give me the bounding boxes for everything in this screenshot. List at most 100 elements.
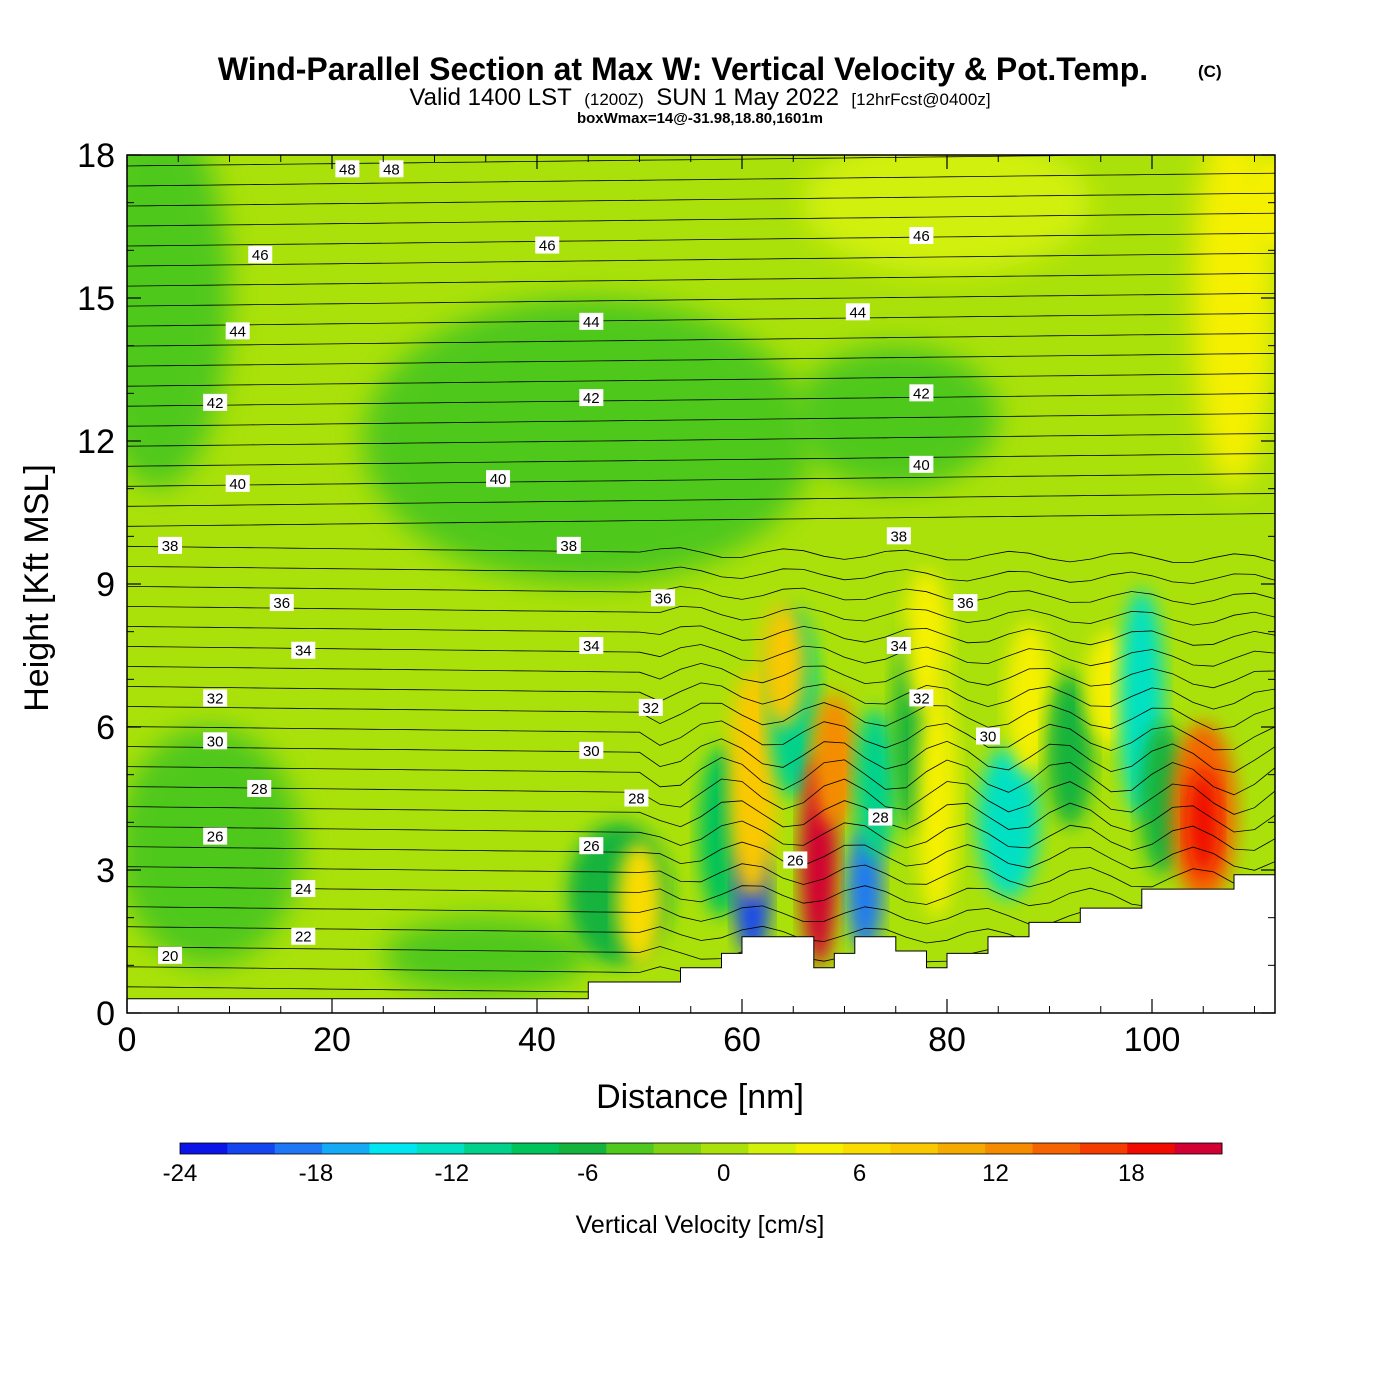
theta-label-44: 44 bbox=[845, 303, 870, 321]
theta-label-box bbox=[909, 227, 934, 245]
colorbar-swatch bbox=[985, 1143, 1034, 1154]
velocity-cell-20 bbox=[916, 679, 958, 918]
theta-label-text: 30 bbox=[583, 743, 600, 760]
colorbar-swatch bbox=[701, 1143, 749, 1154]
theta-line bbox=[127, 702, 1275, 731]
theta-line bbox=[127, 820, 1275, 851]
valid-time: Valid 1400 LST (1200Z) SUN 1 May 2022 [1… bbox=[409, 84, 990, 111]
theta-label-text: 40 bbox=[913, 457, 930, 474]
theta-line bbox=[127, 513, 1275, 527]
theta-label-box bbox=[909, 455, 934, 473]
velocity-field bbox=[127, 155, 1275, 994]
theta-label-text: 34 bbox=[583, 638, 600, 655]
x-tick-label: 80 bbox=[928, 1021, 966, 1059]
velocity-cell-4 bbox=[383, 917, 589, 994]
theta-line bbox=[127, 757, 1275, 796]
theta-label-box bbox=[486, 470, 511, 488]
theta-label-text: 46 bbox=[913, 228, 930, 245]
theta-label-box bbox=[624, 789, 649, 807]
velocity-cell-16 bbox=[811, 693, 857, 828]
valid-prefix: Valid 1400 LST bbox=[409, 84, 572, 111]
theta-label-box bbox=[203, 393, 228, 411]
theta-label-24: 24 bbox=[291, 880, 316, 898]
plot-area: 48 48 46 46 46 44 44 44 42 42 42 40 40 40 38 38 38 36 36 36… bbox=[127, 155, 1275, 1013]
theta-label-text: 32 bbox=[913, 690, 930, 707]
theta-label-text: 30 bbox=[980, 729, 997, 746]
colorbar-swatch bbox=[558, 1143, 607, 1154]
theta-label-38: 38 bbox=[886, 527, 911, 545]
theta-label-box bbox=[579, 312, 604, 330]
theta-label-30: 30 bbox=[579, 741, 604, 760]
theta-line bbox=[127, 863, 1275, 890]
theta-label-text: 38 bbox=[162, 538, 179, 555]
theta-contour-labels: 48 48 46 46 46 44 44 44 42 42 42 40 40 40 38 38 38 36 36 36… bbox=[158, 160, 1000, 965]
theta-line bbox=[127, 413, 1275, 427]
velocity-cell-2 bbox=[793, 345, 999, 489]
theta-label-38: 38 bbox=[556, 536, 581, 555]
theta-label-box bbox=[291, 927, 316, 945]
x-tick-label: 40 bbox=[518, 1021, 556, 1059]
x-tick-label: 20 bbox=[313, 1021, 351, 1059]
theta-label-box bbox=[556, 536, 581, 554]
theta-label-34: 34 bbox=[886, 636, 911, 655]
colorbar-swatch bbox=[227, 1143, 276, 1154]
theta-label-42: 42 bbox=[203, 393, 228, 412]
theta-label-box bbox=[845, 303, 870, 321]
colorbar-swatch bbox=[1174, 1143, 1223, 1154]
theta-label-26: 26 bbox=[203, 827, 228, 846]
theta-label-text: 44 bbox=[849, 304, 866, 321]
theta-line bbox=[127, 720, 1275, 751]
theta-label-46: 46 bbox=[535, 236, 560, 255]
theta-label-box bbox=[203, 827, 228, 845]
theta-line bbox=[127, 662, 1275, 689]
theta-label-48: 48 bbox=[379, 160, 404, 178]
theta-line bbox=[127, 566, 1275, 584]
theta-label-40: 40 bbox=[486, 470, 511, 488]
colorbar-swatch bbox=[937, 1143, 986, 1154]
theta-label-36: 36 bbox=[953, 594, 978, 612]
theta-label-box bbox=[579, 389, 604, 407]
y-tick-label: 12 bbox=[77, 423, 115, 461]
theta-label-box bbox=[203, 732, 228, 750]
theta-label-text: 42 bbox=[583, 390, 600, 407]
velocity-cell-12 bbox=[727, 669, 777, 899]
theta-label-text: 22 bbox=[295, 929, 312, 946]
velocity-cell-14 bbox=[760, 603, 806, 727]
theta-line bbox=[127, 586, 1275, 605]
colorbar-swatch bbox=[1032, 1143, 1081, 1154]
x-axis-label: Distance [nm] bbox=[596, 1078, 804, 1116]
theta-label-box bbox=[976, 727, 1000, 745]
theta-line bbox=[127, 453, 1275, 467]
theta-label-text: 38 bbox=[890, 528, 907, 545]
theta-line bbox=[127, 292, 1275, 307]
theta-line bbox=[127, 885, 1275, 909]
theta-line bbox=[127, 800, 1275, 833]
theta-label-box bbox=[909, 689, 934, 707]
theta-label-box bbox=[203, 689, 228, 707]
colorbar-swatch bbox=[369, 1143, 418, 1154]
plot-background bbox=[127, 155, 1275, 1013]
colorbar-frame bbox=[179, 1142, 1223, 1155]
theta-label-text: 48 bbox=[383, 161, 400, 178]
chart-title: Wind-Parallel Section at Max W: Vertical… bbox=[218, 51, 1148, 87]
theta-label-text: 42 bbox=[913, 385, 930, 402]
x-tick-label: 0 bbox=[118, 1021, 137, 1059]
theta-label-30: 30 bbox=[203, 732, 228, 750]
theta-label-box bbox=[247, 779, 272, 797]
y-tick-label: 3 bbox=[96, 852, 115, 890]
theta-line bbox=[127, 353, 1275, 367]
velocity-cell-7 bbox=[1193, 155, 1275, 489]
theta-label-text: 40 bbox=[229, 476, 246, 493]
theta-label-46: 46 bbox=[248, 246, 273, 264]
theta-line bbox=[127, 738, 1275, 773]
theta-label-text: 36 bbox=[957, 595, 974, 612]
theta-label-box bbox=[638, 698, 663, 716]
theta-label-26: 26 bbox=[783, 851, 808, 869]
theta-label-text: 42 bbox=[207, 395, 224, 412]
theta-label-box bbox=[909, 384, 934, 402]
y-tick-label: 18 bbox=[77, 137, 115, 175]
theta-label-text: 26 bbox=[207, 829, 224, 846]
velocity-cell-23 bbox=[1006, 622, 1052, 775]
theta-label-36: 36 bbox=[269, 594, 294, 612]
